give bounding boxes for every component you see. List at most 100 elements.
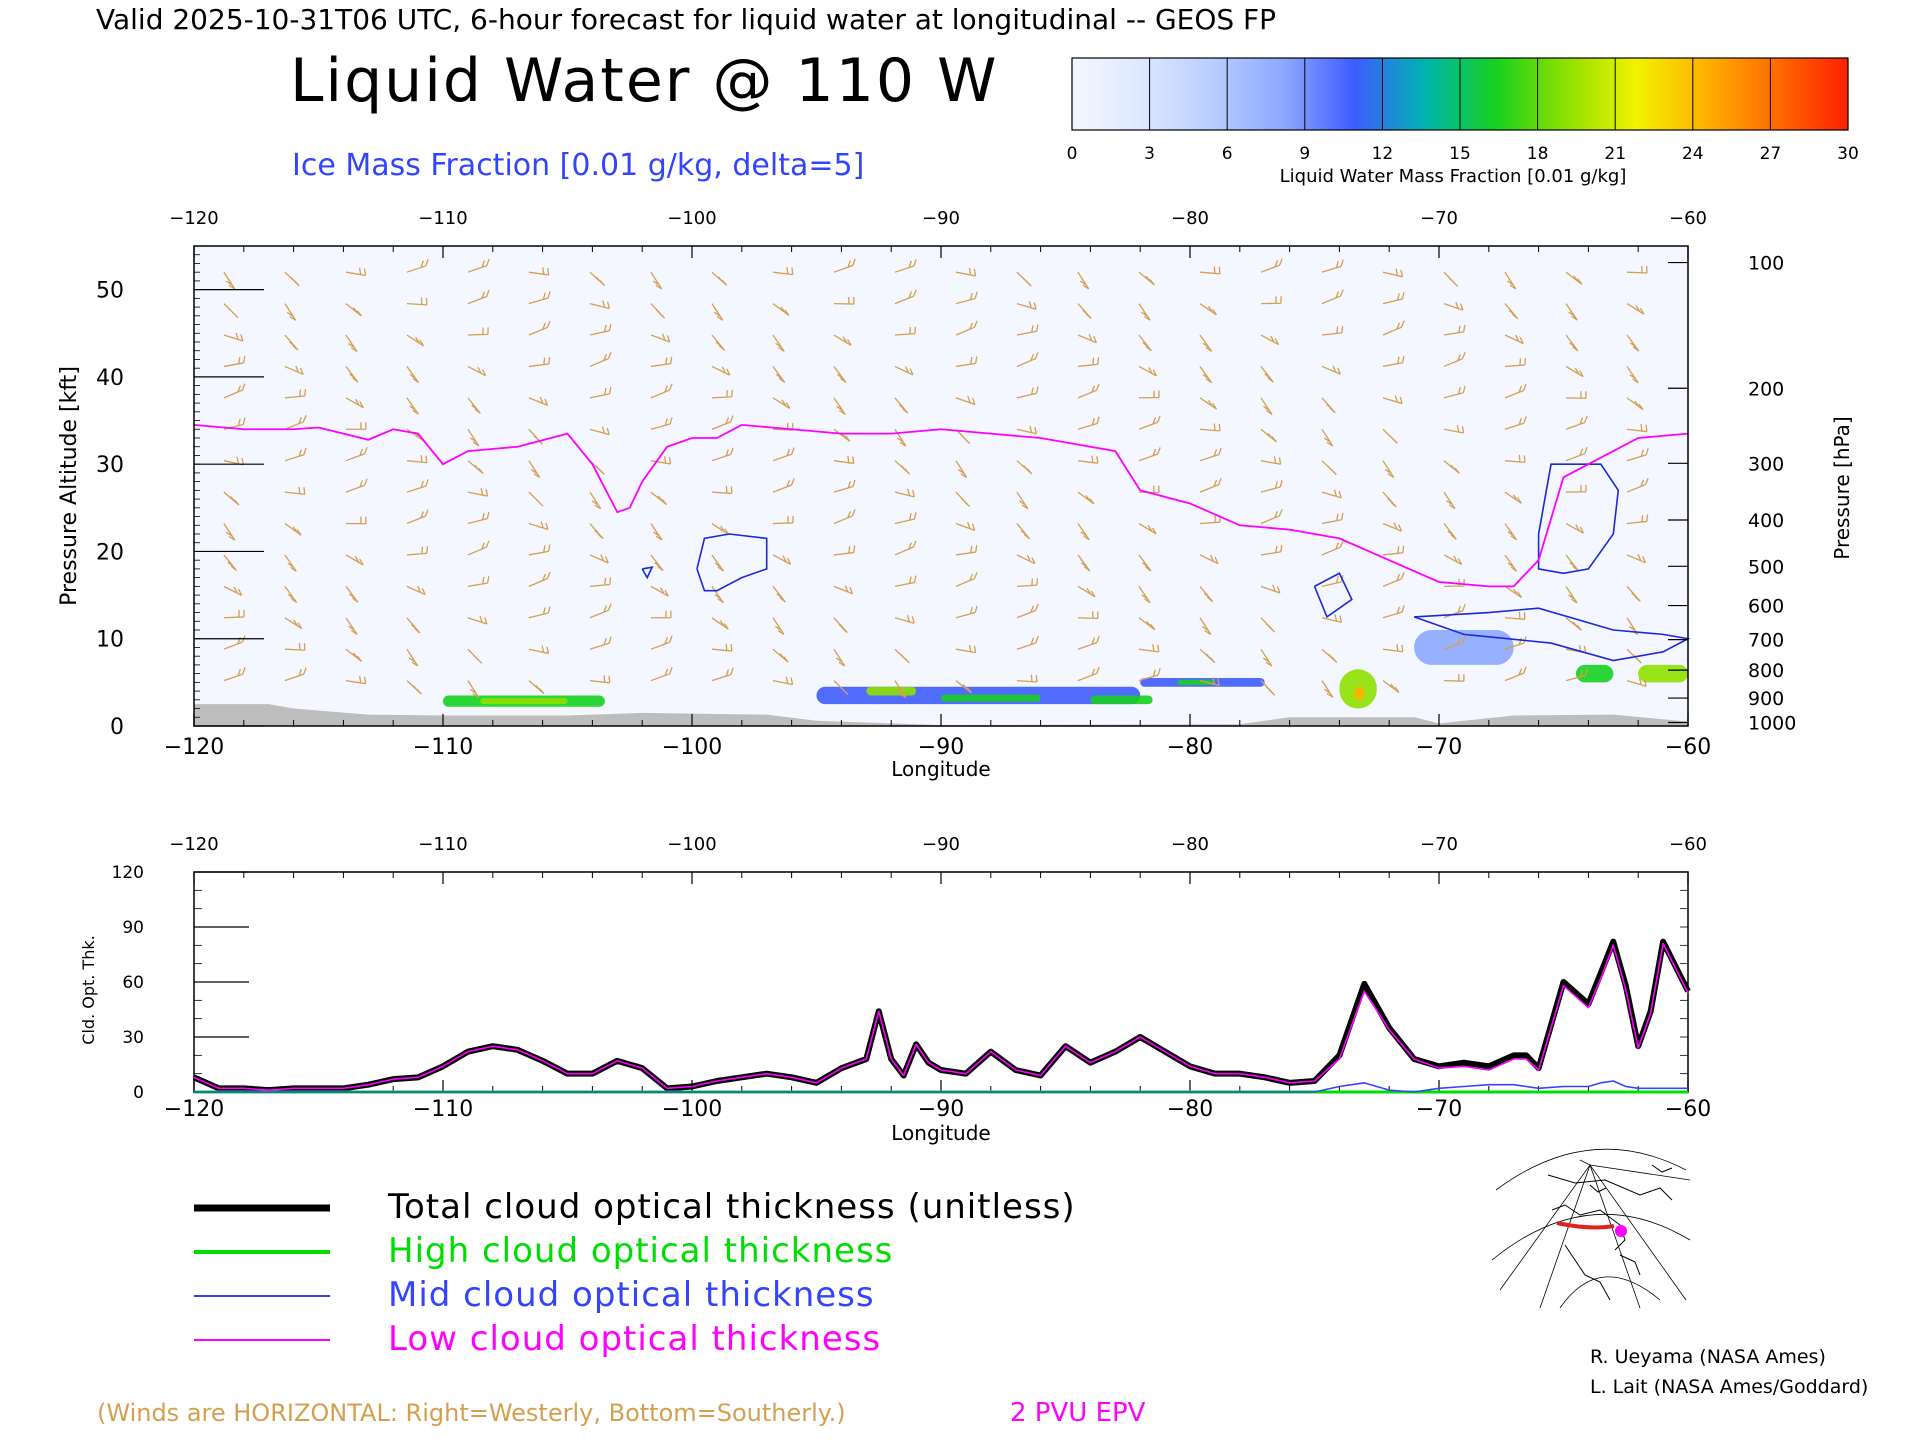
wind-barb	[406, 297, 428, 306]
wind-barb	[711, 643, 733, 652]
colorbar-tick-label: 3	[1144, 144, 1155, 164]
wind-barb	[528, 521, 549, 531]
wind-barb	[1138, 554, 1152, 572]
wind-barb	[1565, 334, 1579, 352]
wind-barb	[589, 300, 610, 310]
wind-barb	[894, 365, 914, 376]
pressure-tick-label: 1000	[1748, 713, 1796, 735]
cloud-optical-thickness-chart: −120 −120 −110 −110 −100 −100 −90 −90 −80 −80 −70 −…	[112, 834, 1712, 1122]
wind-barb	[284, 585, 298, 604]
wind-barb	[1626, 677, 1647, 687]
wind-barb	[1077, 491, 1095, 505]
wind-barb	[1382, 545, 1405, 556]
wind-barb	[1504, 454, 1526, 464]
wind-barb	[406, 397, 419, 415]
wind-barb	[589, 491, 602, 510]
wind-barb	[1626, 477, 1649, 493]
liquid-water-cell	[1414, 630, 1514, 665]
wind-barb	[1260, 456, 1282, 465]
wind-barb	[1077, 635, 1100, 650]
wind-barb	[1504, 491, 1523, 504]
wind-barb	[894, 680, 907, 698]
wind-barb	[345, 675, 367, 685]
wind-barb	[711, 447, 734, 462]
wind-barb	[589, 323, 612, 336]
wind-barb	[284, 447, 307, 462]
wind-barbs	[223, 258, 1649, 698]
liquid-water-cross-section: −120 −120 −110 −110 −100 −100 −90 −90 −80 −80 −70 −…	[96, 208, 1796, 760]
pressure-tick-label: 400	[1748, 510, 1784, 532]
legend-label: High cloud optical thickness	[388, 1231, 893, 1271]
wind-barb	[1321, 680, 1334, 698]
wind-barb	[711, 389, 733, 399]
ice-contour	[1313, 572, 1353, 619]
wind-barb	[1077, 303, 1092, 320]
wind-barb	[406, 509, 429, 525]
valid-line: Valid 2025-10-31T06 UTC, 6-hour forecast…	[96, 3, 1276, 36]
wind-barb	[711, 334, 726, 351]
series-line	[194, 1080, 1688, 1093]
map-section-line	[1556, 1221, 1615, 1230]
wind-barb	[1443, 324, 1466, 336]
wind-barb	[1504, 303, 1519, 320]
wind-barb	[650, 667, 673, 682]
wind-barb	[1321, 289, 1344, 305]
colorbar-tick-label: 15	[1449, 144, 1471, 164]
x-tick-label: −120	[164, 1097, 224, 1122]
wind-barb	[772, 554, 792, 565]
wind-barb	[1443, 425, 1465, 434]
wind-barb	[894, 326, 917, 336]
wind-barb	[955, 356, 978, 368]
wind-barb	[223, 303, 239, 319]
wind-barb	[772, 397, 791, 409]
wind-barb	[955, 521, 976, 531]
wind-barb	[1382, 268, 1404, 278]
wind-barb	[1077, 666, 1100, 682]
wind-barb	[528, 460, 541, 479]
wind-barb	[1260, 680, 1276, 696]
wind-barb	[284, 667, 307, 682]
colorbar-tick-label: 9	[1299, 144, 1310, 164]
wind-barb	[1382, 680, 1400, 694]
wind-barb	[345, 478, 368, 493]
wind-barb	[1016, 351, 1039, 368]
wind-barb	[528, 320, 551, 336]
wind-barb	[1504, 271, 1517, 290]
wind-barb	[1382, 395, 1403, 405]
wind-barb	[1565, 484, 1587, 493]
liquid-water-cell	[1354, 686, 1365, 700]
x-tick-label: −110	[413, 1097, 473, 1122]
wind-barb	[467, 428, 480, 447]
wind-barb	[1504, 383, 1527, 399]
pressure-tick-label: 300	[1748, 453, 1784, 475]
wind-barb	[589, 675, 611, 684]
wind-barb	[955, 605, 978, 619]
wind-barb	[223, 271, 236, 290]
wind-barb	[345, 617, 358, 635]
map-inset	[1490, 1148, 1691, 1310]
wind-barb	[345, 446, 368, 462]
x-tick-label-top: −80	[1171, 834, 1209, 855]
wind-barb	[1382, 644, 1404, 653]
wind-barb	[1321, 325, 1344, 336]
pressure-tick-label: 600	[1748, 596, 1784, 618]
wind-barb	[284, 554, 297, 572]
wind-barb	[1138, 390, 1160, 399]
wind-barb	[406, 479, 429, 493]
wind-barb	[1626, 265, 1648, 274]
wind-barb	[345, 267, 367, 277]
wind-barb	[1382, 320, 1405, 336]
wind-barb	[1565, 391, 1587, 399]
wind-barb	[1626, 334, 1640, 352]
wind-barb	[1321, 648, 1338, 663]
series-line	[193, 942, 1689, 1091]
wind-barb	[345, 422, 367, 430]
pressure-tick-label: 900	[1748, 688, 1784, 710]
wind-barb	[711, 617, 729, 630]
wind-barb	[1260, 334, 1280, 346]
wind-barb	[1565, 365, 1584, 378]
wind-barb	[1138, 617, 1156, 631]
wind-barb	[1443, 635, 1466, 650]
wind-barb	[528, 491, 544, 507]
x-tick-label: −120	[164, 735, 224, 760]
